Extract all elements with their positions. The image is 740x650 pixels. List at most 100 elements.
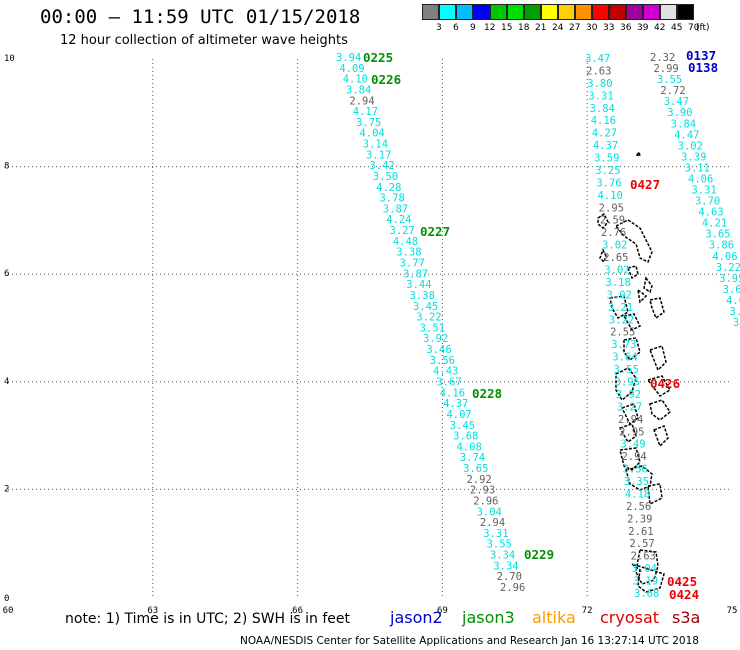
track-value: 2.93: [470, 485, 495, 497]
track-value: 3: [733, 317, 739, 329]
island-outline: [623, 337, 641, 362]
track-value: 3.78: [380, 193, 405, 205]
y-tick-label: 10: [4, 54, 15, 64]
x-tick-label: 75: [727, 606, 738, 616]
track-value: 3.68: [453, 431, 478, 443]
legend-swatch: [677, 4, 694, 20]
track-value: 4.21: [702, 218, 727, 230]
track-value: 2.94: [621, 451, 646, 463]
track-value: 4.08: [456, 441, 481, 453]
track-value: 3.21: [608, 302, 633, 314]
legend-swatch: [524, 4, 541, 20]
color-legend: [422, 4, 694, 22]
track-value: 2.59: [600, 215, 625, 227]
legend-unit: (ft): [696, 23, 710, 33]
satellite-jason2: jason2: [390, 608, 443, 627]
legend-swatch: [490, 4, 507, 20]
x-tick-label: 66: [292, 606, 303, 616]
island-outline: [653, 425, 669, 448]
legend-label: 24: [552, 23, 564, 33]
legend-swatch: [643, 4, 660, 20]
track-value: 2.95: [619, 426, 644, 438]
legend-swatch: [609, 4, 626, 20]
y-tick-label: 4: [4, 377, 9, 387]
track-time-label: 0226: [371, 72, 401, 87]
track-value: 3.35: [624, 476, 649, 488]
track-value: 3.25: [595, 165, 620, 177]
track-value: 3.02: [607, 289, 632, 301]
track-value: 3.56: [430, 355, 455, 367]
legend-swatch: [456, 4, 473, 20]
track-value: 2.92: [467, 474, 492, 486]
island-outline: [622, 313, 642, 331]
track-value: 3.34: [493, 560, 518, 572]
track-value: 2.63: [631, 551, 656, 563]
legend-label: 42: [654, 23, 666, 33]
track-value: 3.19: [633, 576, 658, 588]
track-value: 3.04: [632, 563, 657, 575]
track-value: 3.65: [463, 463, 488, 475]
track-value: 3.34: [490, 550, 515, 562]
track-value: 3.44: [406, 279, 431, 291]
track-time-label: 0137: [686, 48, 716, 63]
note-text: note: 1) Time is in UTC; 2) SWH is in fe…: [65, 611, 351, 627]
legend-label: 70: [688, 23, 700, 33]
track-value: 3.84: [671, 118, 696, 130]
satellite-s3a: s3a: [672, 608, 701, 627]
track-value: 3.02: [602, 240, 627, 252]
track-value: 2.70: [497, 571, 522, 583]
track-value: 4.43: [433, 366, 458, 378]
track-value: 2.61: [628, 526, 653, 538]
track-time-label: 0227: [420, 224, 450, 239]
track-value: 3.04: [477, 506, 502, 518]
track-value: 2.57: [629, 538, 654, 550]
legend-swatch: [626, 4, 643, 20]
track-value: 2.95: [599, 202, 624, 214]
track-value: 3.80: [587, 78, 612, 90]
island-outline: [649, 345, 667, 372]
track-time-label: 0228: [472, 386, 502, 401]
track-value: 3.92: [616, 389, 641, 401]
track-value: 3.87: [403, 268, 428, 280]
track-value: 3.70: [695, 196, 720, 208]
track-value: 4.09: [339, 63, 364, 75]
legend-swatch: [575, 4, 592, 20]
track-value: 3.75: [356, 117, 381, 129]
track-time-label: 0426: [650, 376, 680, 391]
track-value: 2.56: [626, 501, 651, 513]
track-value: 3.84: [590, 103, 615, 115]
x-tick-label: 69: [437, 606, 448, 616]
track-value: 4.24: [386, 214, 411, 226]
legend-label: 39: [637, 23, 649, 33]
x-tick-label: 63: [147, 606, 158, 616]
track-value: 2.96: [473, 495, 498, 507]
track-value: 4.07: [446, 409, 471, 421]
track-value: 2.32: [650, 52, 675, 64]
track-value: 3.14: [363, 139, 388, 151]
track-value: 2.55: [610, 327, 635, 339]
legend-swatch: [592, 4, 609, 20]
track-value: 4.06: [688, 173, 713, 185]
track-value: 2.63: [586, 65, 611, 77]
island-outline: [647, 483, 663, 506]
legend-swatch: [422, 4, 439, 20]
track-value: 4.0: [726, 295, 740, 307]
legend-label: 9: [470, 23, 476, 33]
island-outline: [614, 219, 653, 264]
track-value: 3.87: [383, 203, 408, 215]
track-value: 4.16: [440, 387, 465, 399]
track-value: 3.38: [396, 247, 421, 259]
track-value: 3.95: [719, 273, 740, 285]
track-value: 3.64: [612, 352, 637, 364]
track-value: 3.27: [390, 225, 415, 237]
track-value: 4.06: [712, 251, 737, 263]
track-value: 3.31: [483, 528, 508, 540]
track-value: 3.11: [685, 162, 710, 174]
track-value: 2.94: [480, 517, 505, 529]
island-outline: [597, 212, 609, 230]
island-outline: [636, 288, 648, 304]
island-outline: [609, 295, 629, 320]
track-value: 2.94: [349, 95, 374, 107]
island-outline: [635, 150, 642, 158]
track-value: 3.49: [620, 439, 645, 451]
